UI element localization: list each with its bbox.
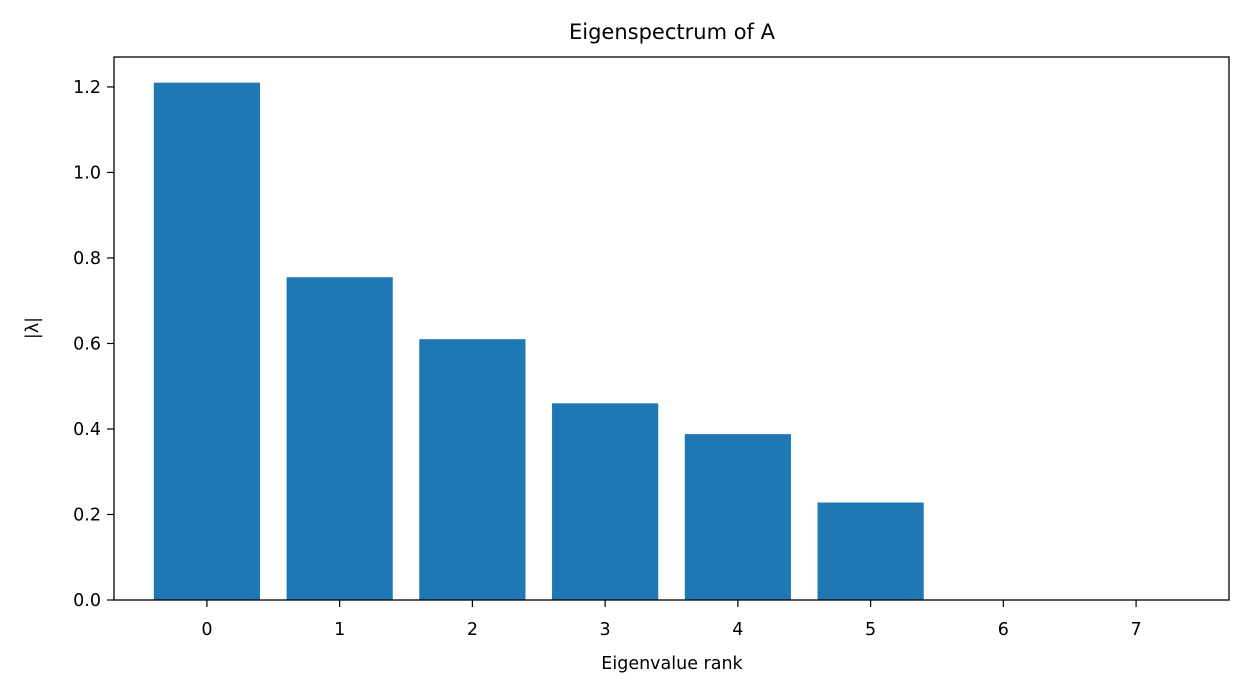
bar-4 [684,434,791,600]
y-tick-label: 0.0 [73,591,101,611]
y-axis: 0.0 0.2 0.4 0.6 0.8 1.0 1.2 [73,78,114,611]
x-tick-label: 0 [201,620,212,640]
y-axis-label: |λ| [23,317,43,339]
y-tick-label: 0.2 [73,505,101,525]
x-tick-label: 3 [600,620,611,640]
x-tick-label: 4 [732,620,743,640]
y-tick-label: 0.8 [73,249,101,269]
x-tick-label: 5 [865,620,876,640]
y-tick-label: 0.6 [73,334,101,354]
bar-3 [552,403,659,600]
x-axis: 0 1 2 3 4 5 6 7 [201,600,1142,640]
x-tick-label: 6 [998,620,1009,640]
bar-1 [286,277,393,600]
plot-frame [113,56,1230,601]
x-tick-label: 7 [1131,620,1142,640]
y-tick-label: 1.0 [73,163,101,183]
y-tick-label: 1.2 [73,78,101,98]
x-tick-label: 2 [467,620,478,640]
x-axis-label: Eigenvalue rank [601,654,743,674]
bar-0 [153,82,261,600]
chart-title: Eigenspectrum of A [569,20,776,44]
x-tick-label: 1 [334,620,345,640]
y-tick-label: 0.4 [73,420,101,440]
bar-5 [817,502,924,600]
bars [153,82,924,600]
bar-2 [419,339,526,600]
